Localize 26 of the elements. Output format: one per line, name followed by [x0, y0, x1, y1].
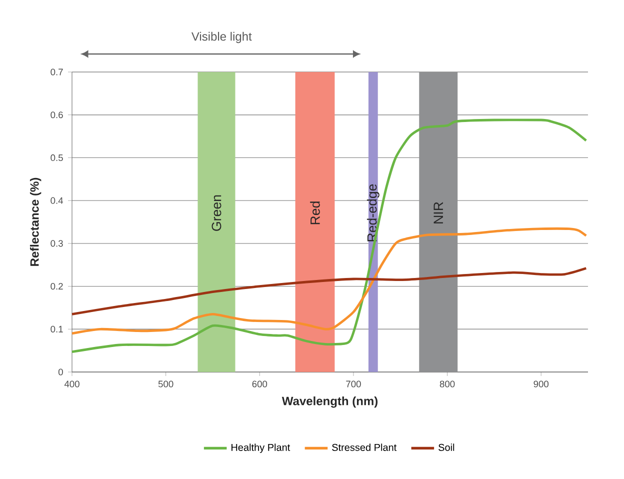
y-tick-label: 0.7	[50, 68, 63, 76]
y-tick-label: 0.1	[50, 326, 63, 332]
y-tick-label: 0.3	[50, 240, 63, 247]
x-tick-label: 400	[64, 380, 80, 388]
band-label: NIR	[434, 202, 443, 224]
x-tick-label: 800	[440, 380, 455, 388]
line-series	[70, 118, 588, 354]
y-tick-label: 0.2	[50, 282, 63, 290]
y-tick-label: 0.4	[50, 197, 64, 204]
legend-label: Soil	[438, 444, 454, 451]
line-series	[70, 267, 588, 316]
x-tick-label: 500	[158, 380, 174, 388]
legend-label: Healthy Plant	[232, 444, 290, 453]
band-label: Green	[212, 195, 222, 231]
x-tick-label: 700	[346, 380, 361, 388]
y-axis-title: Reflectance (%)	[30, 178, 42, 266]
x-axis-title: Wavelength (nm)	[282, 396, 378, 408]
x-tick-label: 900	[534, 380, 549, 388]
y-tick-label: 0.6	[50, 112, 63, 118]
band-label: Red-edge	[366, 184, 380, 242]
text: Visible light	[191, 32, 252, 44]
band-label: Red	[310, 202, 320, 224]
x-tick-label: 600	[252, 380, 268, 388]
y-tick-label: 0.5	[50, 154, 63, 162]
y-tick-label: 0	[58, 368, 63, 376]
legend-label: Stressed Plant	[332, 444, 397, 451]
